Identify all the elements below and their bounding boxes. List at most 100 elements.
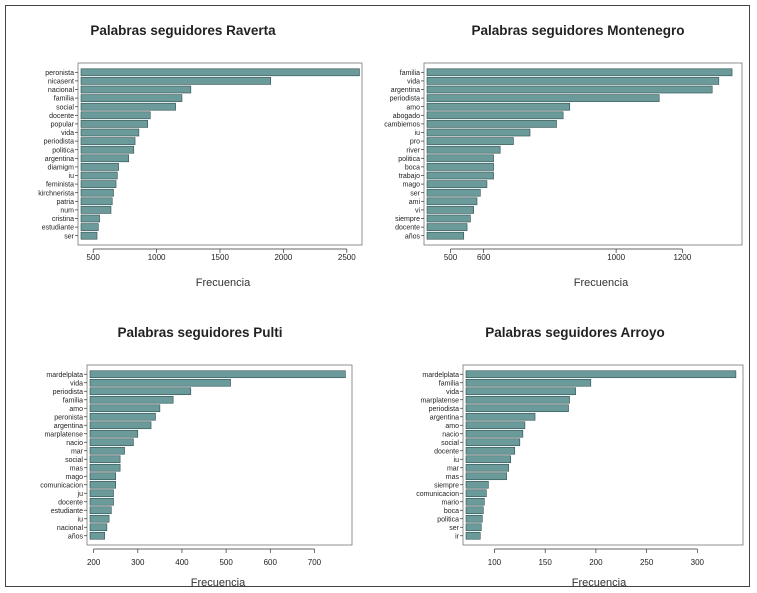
bar xyxy=(80,128,140,137)
bar xyxy=(426,68,733,77)
y-tick-label: amo xyxy=(69,406,83,413)
bar xyxy=(89,463,121,472)
bar xyxy=(465,378,592,387)
x-tick-label: 150 xyxy=(538,558,552,567)
y-tick-label: mas xyxy=(446,474,460,481)
y-tick-label: periodista xyxy=(429,406,459,413)
y-tick-label: años xyxy=(405,233,421,240)
y-tick-label: diamigm xyxy=(48,165,75,172)
y-tick-label: amo xyxy=(406,104,420,111)
bar xyxy=(89,489,114,498)
bar xyxy=(80,111,151,120)
bar xyxy=(80,102,176,111)
y-tick-label: ju xyxy=(77,491,84,498)
bar xyxy=(465,404,569,413)
bar xyxy=(465,455,511,464)
bar xyxy=(426,188,481,197)
bar xyxy=(80,120,149,128)
bar xyxy=(80,137,136,145)
y-tick-label: argentina xyxy=(391,87,420,94)
bar xyxy=(465,370,737,379)
x-tick-label: 1500 xyxy=(211,253,229,262)
bar xyxy=(89,404,161,413)
y-tick-label: kirchnerista xyxy=(38,190,74,197)
y-tick-label: mas xyxy=(70,465,84,472)
bar xyxy=(89,497,114,506)
bar xyxy=(426,163,494,171)
y-tick-label: politica xyxy=(398,156,420,163)
bar xyxy=(89,531,105,540)
y-tick-label: años xyxy=(68,533,84,540)
y-tick-label: iu xyxy=(69,173,75,180)
y-tick-label: social xyxy=(56,104,74,111)
bar xyxy=(80,188,114,197)
bar xyxy=(465,472,507,481)
y-tick-label: estudiante xyxy=(51,508,83,515)
bar xyxy=(89,438,134,447)
bar xyxy=(426,128,531,137)
y-tick-label: iu xyxy=(415,130,421,137)
y-tick-label: ami xyxy=(409,199,421,206)
bar xyxy=(89,446,125,455)
x-tick-label: 300 xyxy=(131,558,145,567)
y-tick-label: vida xyxy=(446,389,459,396)
y-tick-label: feminista xyxy=(46,182,74,189)
y-tick-label: iu xyxy=(78,516,84,523)
plot-frame xyxy=(86,364,353,546)
bar xyxy=(80,163,119,171)
bar xyxy=(426,120,557,128)
bar xyxy=(426,223,468,231)
bar xyxy=(89,387,192,396)
y-tick-label: argentina xyxy=(430,414,459,421)
x-tick-label: 1200 xyxy=(673,253,691,262)
x-tick-label: 600 xyxy=(264,558,278,567)
y-tick-label: nacional xyxy=(57,525,84,532)
y-tick-label: argentina xyxy=(45,156,74,163)
y-tick-label: nicasent xyxy=(48,79,74,86)
chart-title: Palabras seguidores Arroyo xyxy=(485,325,665,340)
bar xyxy=(80,231,98,240)
y-tick-label: mago xyxy=(402,182,420,189)
x-axis-label: Frecuencia xyxy=(191,577,246,589)
x-tick-label: 2500 xyxy=(338,253,356,262)
bar xyxy=(465,421,526,430)
bar xyxy=(465,489,487,498)
bar xyxy=(89,370,346,379)
chart-title: Palabras seguidores Raverta xyxy=(90,23,276,38)
x-tick-label: 600 xyxy=(477,253,491,262)
bar xyxy=(426,85,713,94)
bar xyxy=(426,102,571,111)
y-tick-label: abogado xyxy=(393,113,420,120)
bar xyxy=(465,523,482,532)
y-tick-label: siempre xyxy=(395,216,420,223)
bar xyxy=(80,197,113,206)
y-tick-label: vida xyxy=(61,130,74,137)
y-tick-label: peronista xyxy=(54,414,83,421)
y-tick-label: vida xyxy=(70,380,83,387)
bar xyxy=(80,214,100,223)
y-tick-label: mar xyxy=(71,448,84,455)
bar xyxy=(465,514,483,523)
x-tick-label: 200 xyxy=(589,558,603,567)
x-tick-label: 300 xyxy=(691,558,705,567)
bar xyxy=(80,94,183,102)
y-tick-label: mago xyxy=(65,474,83,481)
bar xyxy=(465,412,536,421)
y-tick-label: cristina xyxy=(52,216,74,223)
bar xyxy=(426,206,474,214)
y-tick-label: pro xyxy=(410,139,420,146)
y-tick-label: familia xyxy=(400,70,420,77)
bar xyxy=(89,429,139,438)
y-tick-label: nacio xyxy=(442,431,459,438)
bar xyxy=(465,395,570,404)
y-tick-label: comunicacion xyxy=(416,491,459,498)
x-axis-label: Frecuencia xyxy=(574,277,629,289)
x-tick-label: 100 xyxy=(488,558,502,567)
chart-title: Palabras seguidores Montenegro xyxy=(471,23,684,38)
plot-frame xyxy=(423,62,743,246)
bar xyxy=(80,68,360,77)
y-tick-label: popular xyxy=(51,122,75,129)
